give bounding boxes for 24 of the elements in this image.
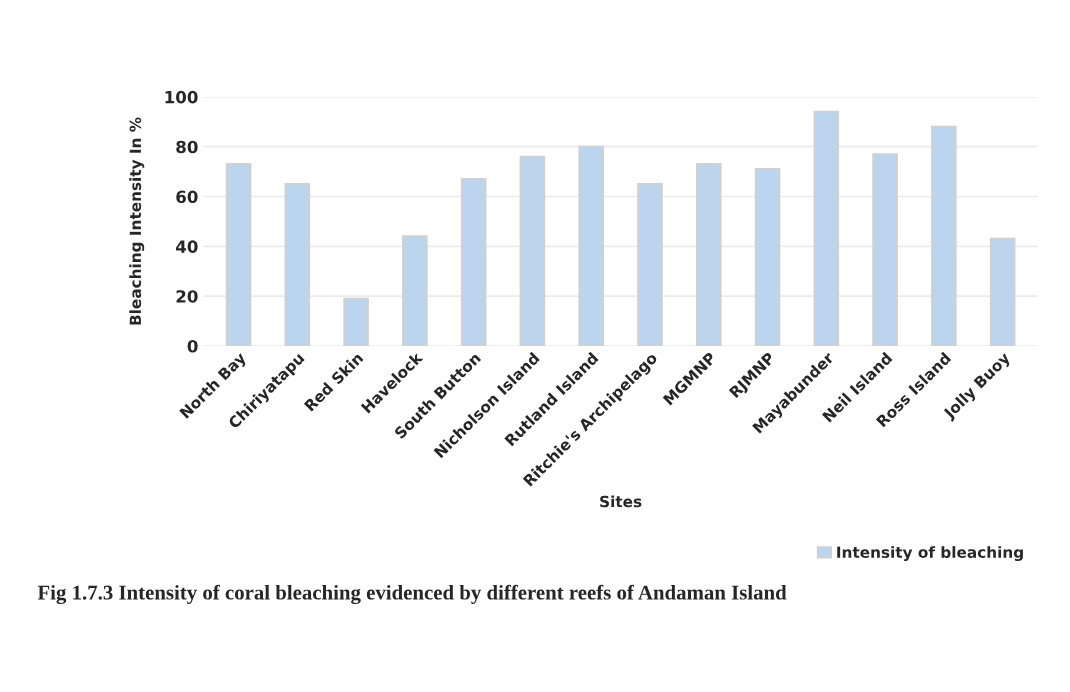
bar (343, 297, 369, 346)
bar (225, 163, 252, 346)
y-tick-label: 40 (176, 240, 198, 253)
bar (578, 145, 605, 346)
bar (931, 125, 957, 346)
y-tick-label: 60 (176, 190, 198, 204)
x-axis-title: Sites (600, 495, 642, 508)
bar (402, 235, 428, 346)
y-tick-label: 80 (176, 140, 198, 154)
bar (813, 110, 840, 346)
y-tick-label: 100 (165, 90, 198, 104)
y-axis-title: Bleaching Intensity In % (129, 117, 145, 325)
bar (695, 163, 722, 346)
y-tick-label: 0 (187, 339, 198, 353)
bar (460, 178, 487, 346)
bar (284, 183, 311, 346)
bar (872, 153, 898, 346)
caption: Fig 1.7.3 Intensity of coral bleaching evidenced by different reefs of Andaman Island (37, 584, 787, 605)
bar (637, 183, 663, 346)
y-tick-label: 20 (176, 290, 198, 303)
bar (519, 155, 546, 346)
bar (989, 237, 1016, 346)
bar (754, 168, 781, 346)
legend-label: Intensity of bleaching (837, 546, 1023, 562)
